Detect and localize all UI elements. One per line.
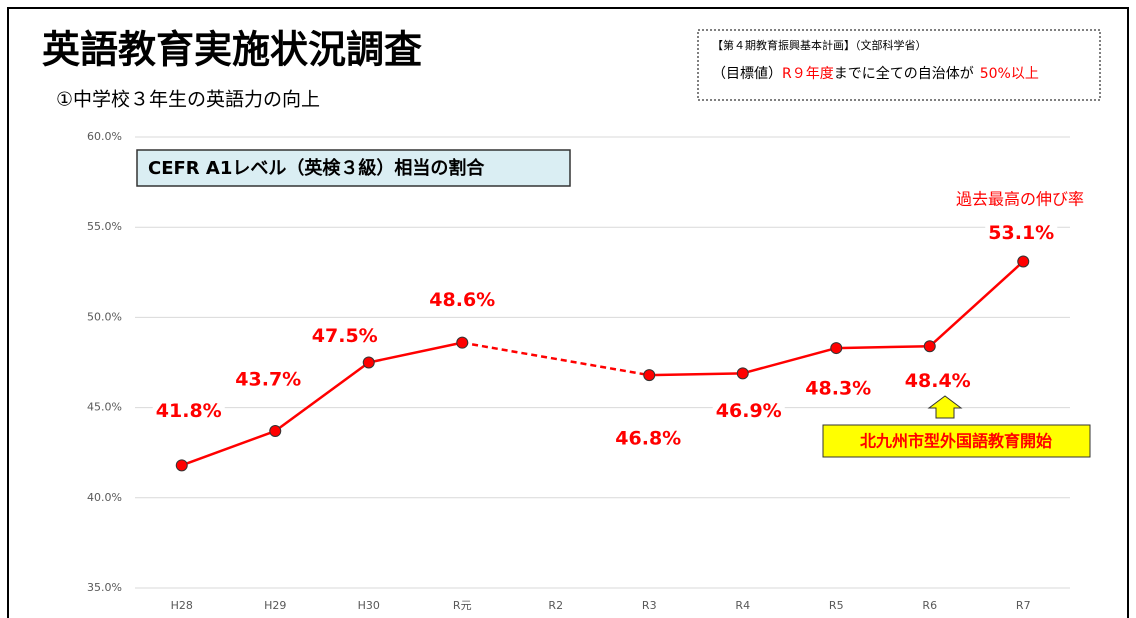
- arrow: [927, 395, 963, 419]
- value-label: 46.9%: [716, 400, 782, 422]
- label-bg: [802, 377, 875, 402]
- label-bg: [152, 399, 225, 424]
- y-tick-label: 45.0%: [87, 401, 122, 414]
- target-line2: （目標値）R９年度までに全ての自治体が 50%以上: [712, 65, 1039, 82]
- point: [1017, 255, 1030, 268]
- label-bg: [612, 427, 685, 452]
- point: [269, 425, 282, 438]
- value-label: 46.8%: [615, 428, 681, 450]
- x-tick-label: R元: [453, 599, 472, 612]
- label-bg: [232, 368, 305, 393]
- point: [175, 459, 188, 472]
- y-tick-label: 55.0%: [87, 220, 122, 233]
- plot: 35.0% 40.0% 45.0% 50.0% 55.0% 60.0% H28 H29 H30 R…: [87, 130, 1070, 612]
- line-segment: [274, 361, 370, 433]
- value-label: 53.1%: [988, 222, 1054, 244]
- y-tick-label: 50.0%: [87, 310, 122, 323]
- value-label: 47.5%: [312, 325, 378, 347]
- line-segment: [181, 429, 276, 467]
- line-segment: [836, 345, 930, 350]
- value-label: 48.4%: [905, 370, 971, 392]
- x-tick-label: H28: [171, 599, 193, 612]
- x-tick-label: R5: [829, 599, 844, 612]
- line-segment: [649, 372, 743, 377]
- value-label: 41.8%: [156, 400, 222, 422]
- y-tick-label: 60.0%: [87, 130, 122, 143]
- label-box: [136, 149, 571, 187]
- line-segment: [368, 341, 463, 364]
- annotation: 過去最高の伸び率: [956, 190, 1084, 209]
- y-tick-label: 35.0%: [87, 581, 122, 594]
- target-part: （目標値）: [712, 66, 782, 82]
- target-box: [697, 29, 1101, 101]
- frame: [7, 7, 1129, 618]
- target-part: 50%以上: [980, 66, 1039, 82]
- y-tick-label: 40.0%: [87, 491, 122, 504]
- target-line1: 【第４期教育振興基本計画】（文部科学省）: [712, 38, 927, 52]
- point: [923, 340, 936, 353]
- x-tick-label: R3: [642, 599, 657, 612]
- label-bg: [426, 288, 499, 313]
- point: [736, 367, 749, 380]
- label-bg: [712, 399, 785, 424]
- label-bg: [901, 369, 974, 394]
- x-tick-label: R6: [922, 599, 937, 612]
- point: [362, 356, 375, 369]
- label-box-text: CEFR A1レベル（英検３級）相当の割合: [148, 157, 485, 179]
- annotation-box: [822, 424, 1091, 458]
- point: [456, 336, 469, 349]
- label-bg: [985, 221, 1058, 246]
- line-segment: [928, 260, 1025, 348]
- line-segment: [742, 346, 837, 375]
- target-part: までに全ての自治体が: [834, 65, 974, 82]
- x-tick-label: R4: [735, 599, 750, 612]
- x-tick-label: R7: [1016, 599, 1031, 612]
- title: 英語教育実施状況調査: [42, 28, 422, 72]
- x-tick-label: H29: [264, 599, 286, 612]
- x-tick-label: H30: [358, 599, 380, 612]
- point: [643, 369, 656, 382]
- point: [830, 342, 843, 355]
- target-part: R９年度: [782, 66, 834, 82]
- gap-bridge: [462, 341, 650, 377]
- value-label: 48.3%: [805, 378, 871, 400]
- value-label: 48.6%: [429, 289, 495, 311]
- value-label: 43.7%: [235, 369, 301, 391]
- annotation: 北九州市型外国語教育開始: [860, 432, 1052, 451]
- label-bg: [308, 324, 381, 349]
- subtitle: ①中学校３年生の英語力の向上: [56, 89, 320, 111]
- x-tick-label: R2: [548, 599, 563, 612]
